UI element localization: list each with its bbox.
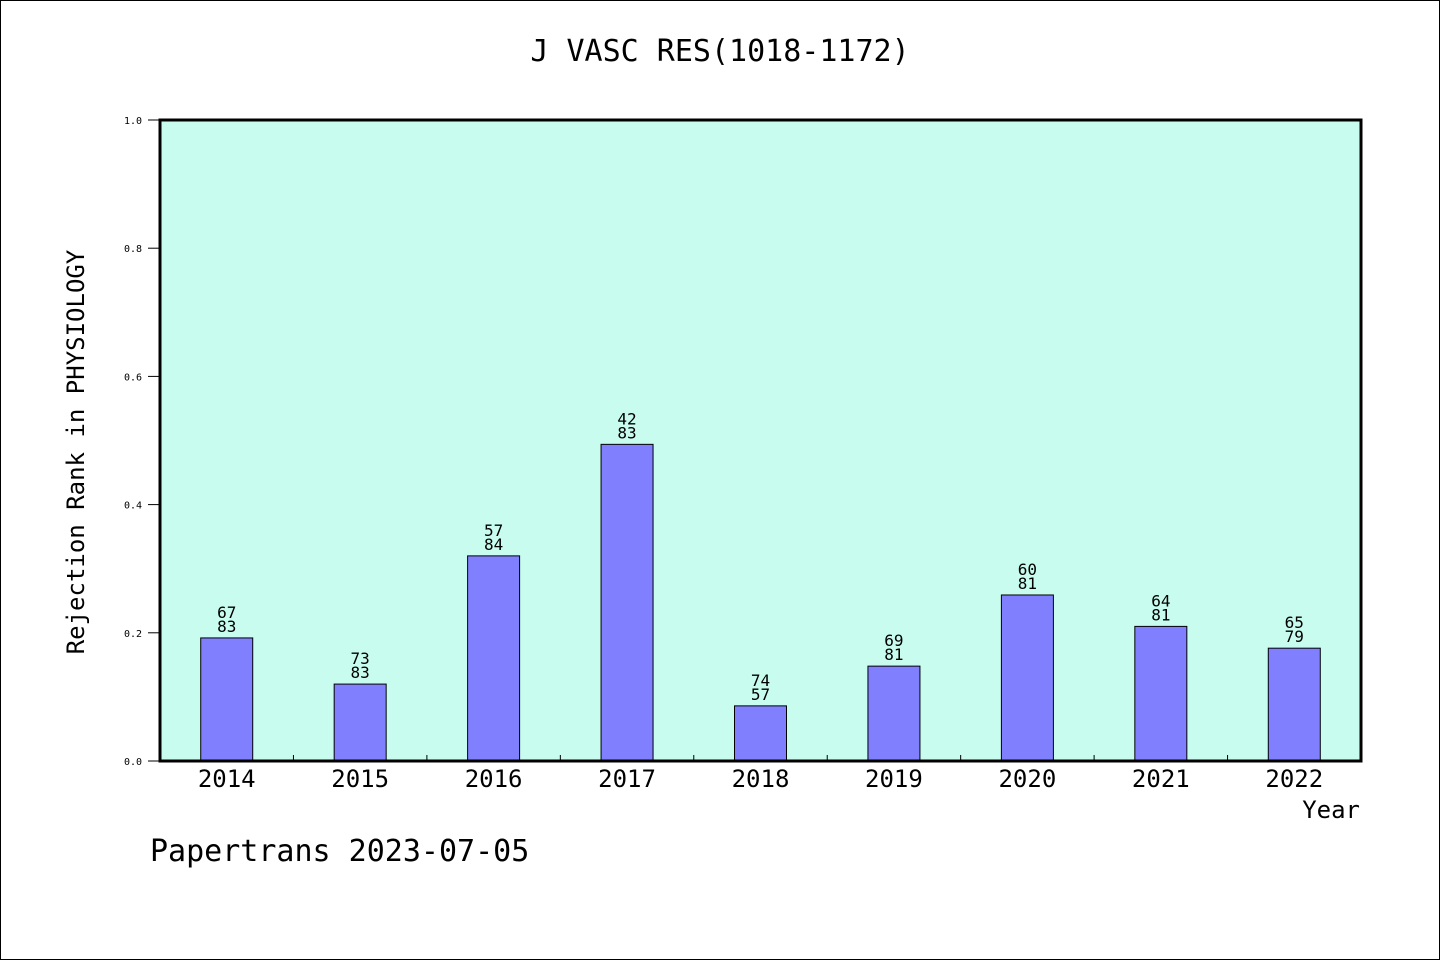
bar-label-top: 64 bbox=[1151, 591, 1170, 610]
bar-label-bottom: 81 bbox=[1018, 574, 1037, 593]
bar-label-top: 60 bbox=[1018, 560, 1037, 579]
y-tick-label: 0.4 bbox=[124, 501, 142, 512]
bar-label-bottom: 84 bbox=[484, 535, 503, 554]
x-axis-label: Year bbox=[1302, 796, 1360, 824]
bar-label-top: 65 bbox=[1285, 613, 1304, 632]
bar-label-top: 42 bbox=[617, 409, 636, 428]
bar-label-bottom: 81 bbox=[884, 645, 903, 664]
y-tick-label: 1.0 bbox=[124, 116, 142, 127]
bar-label-top: 73 bbox=[351, 649, 370, 668]
x-tick-label: 2018 bbox=[732, 765, 790, 793]
bar bbox=[600, 443, 654, 762]
y-tick-label: 0.6 bbox=[124, 372, 142, 383]
x-tick-label: 2021 bbox=[1132, 765, 1190, 793]
x-tick-label: 2016 bbox=[465, 765, 523, 793]
bar-label-bottom: 81 bbox=[1151, 605, 1170, 624]
y-tick-label: 0.2 bbox=[124, 629, 142, 640]
bar-label-top: 69 bbox=[884, 631, 903, 650]
bar bbox=[1000, 594, 1054, 762]
x-tick-label: 2015 bbox=[331, 765, 389, 793]
x-tick-label: 2019 bbox=[865, 765, 923, 793]
bar bbox=[200, 637, 254, 762]
ticks-group: 0.0 0.2 0.4 0.6 0.8 1.0 2014 2015 2016 2017 2018 20… bbox=[124, 116, 1323, 793]
bar-label-bottom: 79 bbox=[1285, 627, 1304, 646]
bar-label-top: 74 bbox=[751, 671, 770, 690]
x-tick-label: 2017 bbox=[598, 765, 656, 793]
bar bbox=[467, 555, 521, 762]
footer-stamp: Papertrans 2023-07-05 bbox=[150, 834, 530, 869]
bar-label-bottom: 83 bbox=[617, 423, 636, 442]
bar bbox=[734, 705, 787, 762]
bar-label-bottom: 57 bbox=[751, 685, 770, 704]
bar-label-top: 57 bbox=[484, 521, 503, 540]
bar-label-top: 67 bbox=[217, 603, 236, 622]
x-tick-label: 2020 bbox=[998, 765, 1056, 793]
x-tick-label: 2014 bbox=[198, 765, 256, 793]
bar-label-bottom: 83 bbox=[217, 617, 236, 636]
bar bbox=[1134, 625, 1188, 762]
bar bbox=[333, 683, 387, 762]
bar bbox=[867, 665, 921, 762]
bar-label-bottom: 83 bbox=[351, 663, 370, 682]
y-tick-label: 0.8 bbox=[124, 244, 142, 255]
chart-title: J VASC RES(1018-1172) bbox=[530, 34, 910, 69]
x-tick-label: 2022 bbox=[1265, 765, 1323, 793]
y-tick-label: 0.0 bbox=[124, 757, 142, 768]
bar bbox=[1267, 647, 1321, 762]
plot-border bbox=[158, 118, 1363, 763]
